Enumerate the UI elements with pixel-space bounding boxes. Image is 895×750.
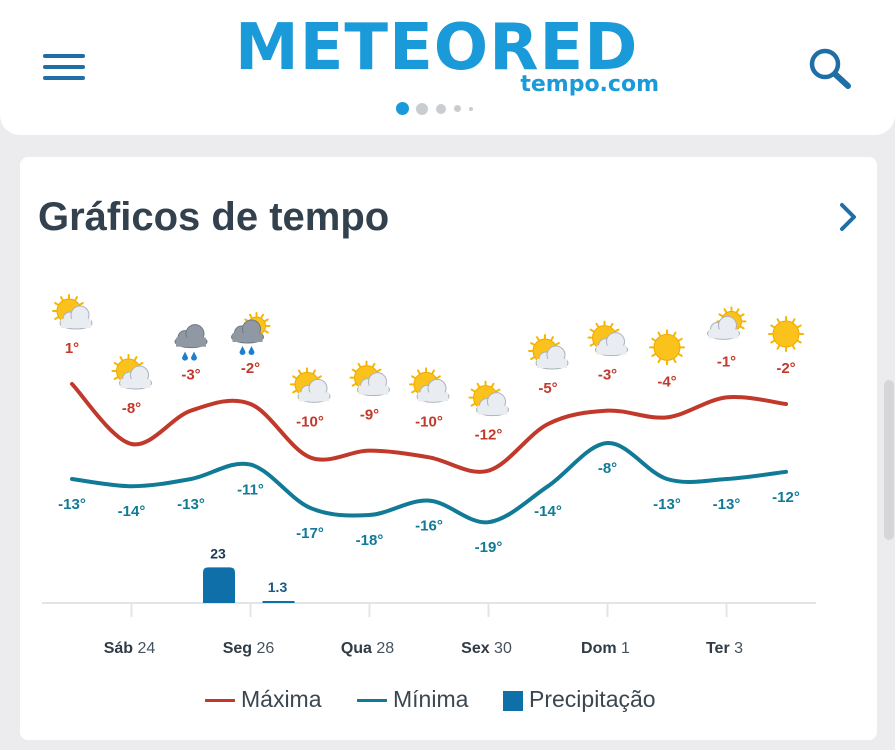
weather-chart-card: Gráficos de tempo [20, 157, 877, 740]
card-title: Gráficos de tempo [38, 195, 390, 239]
partly-cloudy-sun-icon [52, 294, 93, 330]
max-temp-label: -1° [717, 353, 736, 370]
pager-dot[interactable] [454, 105, 461, 112]
min-temp-label: -19° [475, 539, 503, 556]
x-axis-label: Seg 26 [223, 640, 275, 657]
partly-cloudy-sun-icon [528, 334, 569, 370]
max-temp-label: -2° [776, 360, 795, 377]
max-temp-label: -5° [538, 380, 557, 397]
legend-label-min: Mínima [393, 686, 469, 712]
partly-cloudy-sun-icon [587, 320, 628, 357]
precip-value-label: 1.3 [268, 579, 288, 595]
min-temp-label: -12° [772, 489, 800, 506]
max-temp-label: -8° [122, 400, 141, 417]
search-icon[interactable] [805, 46, 855, 90]
partly-cloudy-sun-icon [468, 380, 509, 417]
x-axis-label: Dom 1 [581, 640, 630, 657]
rain-cloud-icon [174, 324, 208, 361]
logo-subtitle: tempo.com [520, 72, 659, 97]
sun-icon [768, 316, 804, 352]
pager-dot[interactable] [416, 103, 428, 115]
min-temp-label: -11° [237, 482, 264, 499]
min-temp-label: -14° [118, 503, 146, 520]
sun-behind-cloud-icon [707, 306, 747, 340]
legend-label-max: Máxima [241, 686, 322, 712]
legend-box-precip [503, 690, 523, 711]
precip-bar [203, 567, 235, 603]
min-temp-label: -13° [713, 496, 741, 513]
min-temp-label: -18° [356, 532, 384, 549]
legend-item-min: Mínima [357, 683, 468, 715]
max-temp-label: -12° [475, 427, 503, 444]
app-header: METEORED tempo.com [0, 0, 895, 135]
partly-cloudy-sun-icon [290, 367, 331, 403]
logo-wordmark: METEORED [235, 11, 639, 85]
precip-bar [262, 600, 295, 603]
meteored-logo[interactable]: METEORED tempo.com [235, 10, 665, 100]
pager-dot-active[interactable] [396, 102, 409, 115]
max-temp-label: -3° [598, 367, 617, 384]
partly-cloudy-sun-icon [349, 360, 390, 397]
min-temp-label: -16° [415, 518, 443, 535]
partly-cloudy-sun-icon [409, 367, 450, 403]
legend-line-max [205, 699, 235, 703]
max-temp-label: -10° [296, 413, 324, 430]
min-temp-label: -14° [534, 503, 562, 520]
sun-icon [649, 329, 685, 366]
max-temp-label: -4° [657, 373, 676, 390]
series-line-min [70, 440, 788, 525]
precip-value-label: 23 [210, 545, 226, 561]
min-temp-label: -13° [177, 496, 205, 513]
pager-dot[interactable] [436, 104, 446, 114]
series-line-max [70, 382, 788, 474]
sun-cloud-rain-icon [231, 312, 271, 355]
x-axis-label: Sáb 24 [104, 640, 156, 657]
min-temp-label: -13° [653, 496, 681, 513]
min-temp-label: -17° [296, 525, 324, 542]
legend-label-precip: Precipitação [529, 686, 656, 712]
pager-dot[interactable] [469, 107, 473, 111]
max-temp-label: -3° [181, 367, 200, 384]
max-temp-label: -9° [360, 407, 379, 424]
chevron-right-icon[interactable] [832, 199, 864, 235]
partly-cloudy-sun-icon [111, 354, 152, 390]
hamburger-menu-icon[interactable] [40, 50, 88, 84]
x-axis-label: Qua 28 [341, 640, 394, 657]
min-temp-label: -8° [598, 460, 617, 477]
x-axis-label: Sex 30 [461, 640, 512, 657]
max-temp-label: -10° [415, 413, 443, 430]
legend-item-max: Máxima [205, 683, 322, 715]
legend-line-min [357, 699, 387, 703]
page-scrollbar[interactable] [884, 380, 894, 540]
legend-item-precip: Precipitação [503, 683, 656, 715]
max-temp-label: 1° [65, 340, 79, 357]
max-temp-label: -2° [241, 360, 260, 377]
min-temp-label: -13° [58, 496, 86, 513]
x-axis-label: Ter 3 [706, 640, 743, 657]
